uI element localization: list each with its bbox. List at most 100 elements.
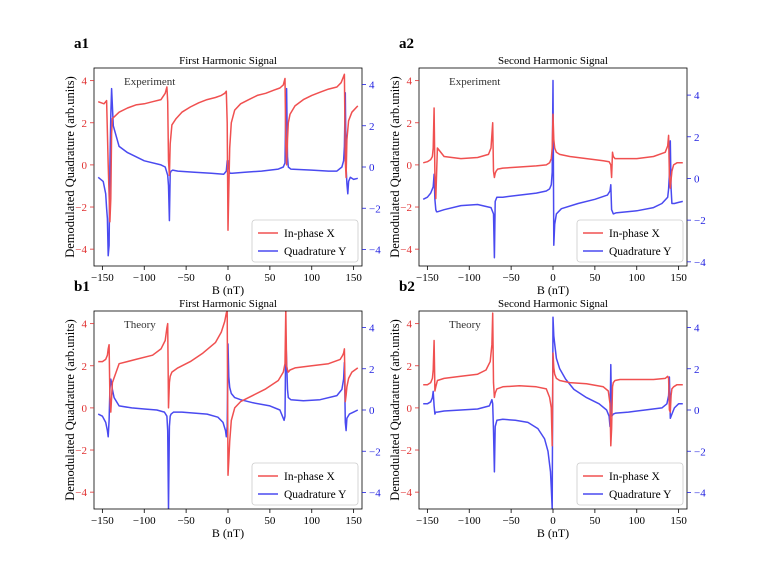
y-right-tick-label: −2 [369, 203, 381, 215]
series-line-quadrature-y [422, 79, 683, 259]
chart-title: First Harmonic Signal [179, 298, 277, 310]
legend-label-quadrature: Quadrature Y [284, 489, 347, 501]
x-tick-label: −150 [91, 515, 114, 527]
y-left-tick-label: 4 [82, 319, 88, 331]
y-right-tick-label: −2 [369, 446, 381, 458]
panel-label: b1 [74, 279, 90, 295]
x-tick-label: 50 [589, 515, 601, 527]
y-left-tick-label: −4 [400, 244, 412, 256]
y-right-tick-label: −4 [369, 488, 381, 500]
series-group [422, 79, 683, 259]
chart-title: Second Harmonic Signal [498, 55, 608, 67]
x-tick-label: 100 [629, 272, 646, 284]
y-axis-label: Demodulated Quadrature (arb.units) [63, 76, 77, 258]
x-tick-label: 0 [225, 515, 231, 527]
x-axis-label: B (nT) [537, 526, 569, 540]
legend-label-in-phase: In-phase X [284, 228, 335, 240]
x-tick-label: 150 [670, 515, 687, 527]
series-group [97, 73, 359, 257]
y-right-tick-label: 2 [694, 364, 700, 376]
panel-label: a2 [399, 36, 414, 52]
y-right-tick-label: −4 [694, 257, 706, 269]
legend-label-in-phase: In-phase X [609, 471, 660, 483]
y-left-tick-label: 4 [82, 76, 88, 88]
y-left-tick-label: −4 [75, 487, 87, 499]
y-left-tick-label: 2 [407, 118, 413, 130]
y-right-tick-label: 4 [369, 80, 375, 92]
y-axis-label: Demodulated Quadrature (arb.units) [388, 319, 402, 501]
y-left-tick-label: 2 [82, 361, 88, 373]
chart-title: First Harmonic Signal [179, 55, 277, 67]
x-tick-label: 150 [345, 515, 362, 527]
y-right-tick-label: 0 [694, 405, 700, 417]
x-tick-label: 100 [304, 515, 321, 527]
y-right-tick-label: −2 [694, 446, 706, 458]
y-right-tick-label: 2 [369, 121, 375, 133]
panel-a2: a2 Second Harmonic Signal Experiment −150 −1… [388, 36, 706, 297]
legend-box [576, 219, 684, 263]
x-tick-label: 150 [345, 272, 362, 284]
y-right-tick-label: 0 [369, 162, 375, 174]
y-right-tick-label: 4 [369, 323, 375, 335]
y-left-tick-label: −4 [400, 487, 412, 499]
x-tick-label: 50 [264, 515, 276, 527]
series-line-in-phase-x [97, 73, 359, 231]
x-tick-label: −100 [133, 272, 156, 284]
y-right-tick-label: −2 [694, 215, 706, 227]
y-axis-label: Demodulated Quadrature (arb.units) [63, 319, 77, 501]
y-left-tick-label: 0 [407, 403, 413, 415]
x-tick-label: 150 [670, 272, 687, 284]
x-axis-label: B (nT) [212, 283, 244, 297]
y-left-tick-label: 0 [407, 160, 413, 172]
y-right-tick-label: 2 [694, 132, 700, 144]
y-right-tick-label: 4 [694, 90, 700, 102]
x-tick-label: 100 [304, 272, 321, 284]
x-tick-label: −100 [133, 515, 156, 527]
panel-label: a1 [74, 36, 89, 52]
x-tick-label: −100 [458, 272, 481, 284]
x-tick-label: 0 [225, 272, 231, 284]
y-left-tick-label: 4 [407, 76, 413, 88]
legend-label-in-phase: In-phase X [609, 228, 660, 240]
y-left-tick-label: −2 [75, 445, 87, 457]
y-left-tick-label: −2 [400, 445, 412, 457]
series-line-in-phase-x [98, 311, 359, 477]
x-tick-label: 0 [550, 272, 556, 284]
chart-title: Second Harmonic Signal [498, 298, 608, 310]
x-tick-label: −50 [503, 272, 521, 284]
series-line-in-phase-x [423, 312, 683, 447]
series-group [97, 311, 359, 509]
x-tick-label: −50 [503, 515, 521, 527]
x-tick-label: −150 [91, 272, 114, 284]
y-axis-label: Demodulated Quadrature (arb.units) [388, 76, 402, 258]
legend-box [576, 462, 684, 506]
x-tick-label: −100 [458, 515, 481, 527]
legend-label-in-phase: In-phase X [284, 471, 335, 483]
x-axis-label: B (nT) [537, 283, 569, 297]
y-right-tick-label: −4 [694, 488, 706, 500]
legend-label-quadrature: Quadrature Y [609, 246, 672, 258]
y-left-tick-label: −2 [400, 202, 412, 214]
y-left-tick-label: 0 [82, 403, 88, 415]
legend-box [251, 219, 359, 263]
x-tick-label: 50 [264, 272, 276, 284]
y-left-tick-label: −4 [75, 244, 87, 256]
x-tick-label: 100 [629, 515, 646, 527]
y-right-tick-label: 0 [369, 405, 375, 417]
x-tick-label: −50 [178, 515, 196, 527]
y-left-tick-label: 2 [82, 118, 88, 130]
x-tick-label: −50 [178, 272, 196, 284]
panel-a1: a1 First Harmonic Signal Experiment −150 −10… [63, 36, 381, 297]
series-line-quadrature-y [97, 335, 359, 509]
series-group [423, 312, 683, 509]
y-left-tick-label: −2 [75, 202, 87, 214]
series-line-quadrature-y [423, 316, 683, 509]
y-right-tick-label: 4 [694, 323, 700, 335]
panel-b2: b2 Second Harmonic Signal Theory −150 −100 −5… [388, 279, 706, 540]
y-left-tick-label: 2 [407, 361, 413, 373]
annotation: Theory [124, 319, 156, 331]
legend-label-quadrature: Quadrature Y [284, 246, 347, 258]
annotation: Experiment [124, 76, 175, 88]
y-left-tick-label: 4 [407, 319, 413, 331]
